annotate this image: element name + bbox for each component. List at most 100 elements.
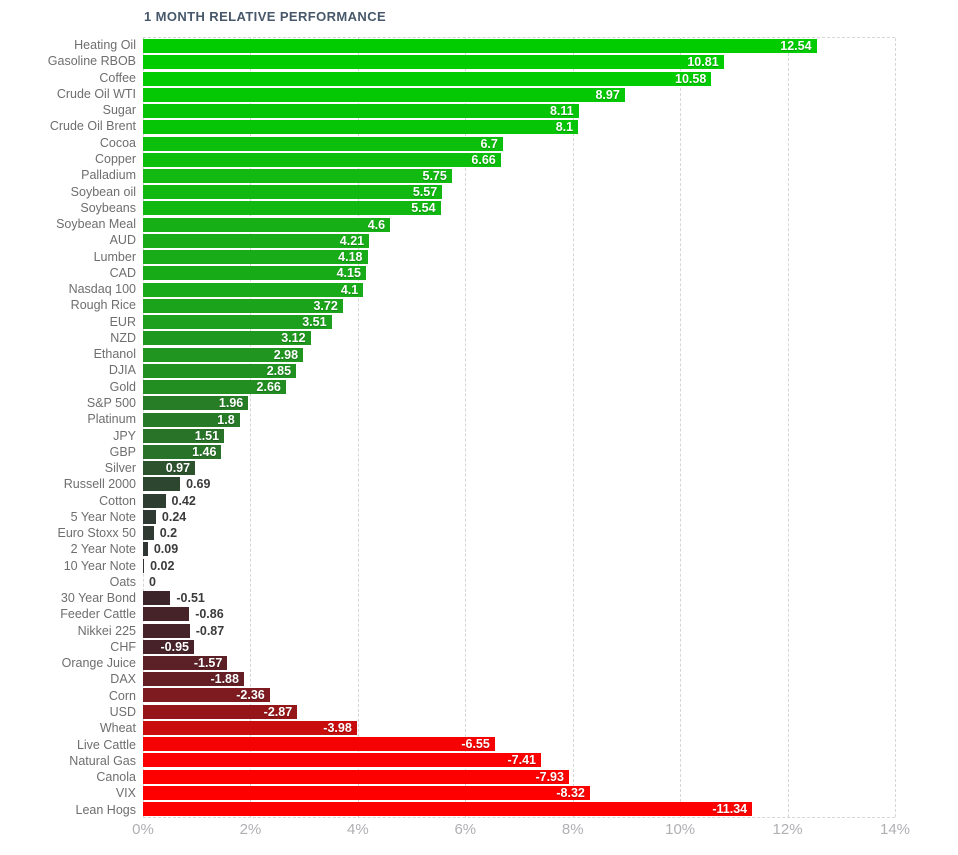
bar-row: -7.41 xyxy=(143,752,895,768)
value-label: 0.2 xyxy=(159,526,178,541)
value-label: -7.93 xyxy=(535,769,564,784)
plot-area: 12.54 10.81 10.58 8.97 8.11 8.1 6.7 6.66 5.75 5.5… xyxy=(143,37,896,818)
bar: 2.66 xyxy=(143,380,286,395)
bar-track: 1.8 xyxy=(143,411,895,427)
bar-track: -1.88 xyxy=(143,671,895,687)
bar-track: 1.51 xyxy=(143,428,895,444)
bar-track: 6.66 xyxy=(143,152,895,168)
bar-track: 8.97 xyxy=(143,87,895,103)
value-label: 8.11 xyxy=(549,104,574,119)
category-label: 30 Year Bond xyxy=(60,591,136,606)
value-label: 12.54 xyxy=(780,39,812,54)
bar-track: 1.46 xyxy=(143,444,895,460)
gridline xyxy=(465,38,467,817)
category-label: Gold xyxy=(109,379,136,394)
category-label: Lean Hogs xyxy=(75,802,136,817)
bar-row: 10.58 xyxy=(143,70,895,86)
bar-row: 4.21 xyxy=(143,233,895,249)
bar: 4.15 xyxy=(143,266,366,281)
bar-row: 0.02 xyxy=(143,558,895,574)
bar-row: 4.18 xyxy=(143,249,895,265)
value-label: -3.98 xyxy=(323,720,352,735)
bar: 6.7 xyxy=(143,136,503,151)
bar: -2.87 xyxy=(143,704,298,719)
bar xyxy=(143,607,190,622)
bar-row: 0.42 xyxy=(143,493,895,509)
category-label: Rough Rice xyxy=(70,298,136,313)
bar-row: 6.66 xyxy=(143,152,895,168)
value-label: 10.58 xyxy=(675,71,707,86)
bar: 3.72 xyxy=(143,298,343,313)
value-label: 3.12 xyxy=(281,331,306,346)
bar-track: -0.87 xyxy=(143,622,895,638)
gridline xyxy=(680,38,682,817)
bar-track: 3.51 xyxy=(143,314,895,330)
bar-row: 4.1 xyxy=(143,282,895,298)
bar-track: -11.34 xyxy=(143,801,895,817)
bar-track: 4.21 xyxy=(143,233,895,249)
bar: 2.85 xyxy=(143,363,297,378)
bar-track: -7.93 xyxy=(143,769,895,785)
category-label: Orange Juice xyxy=(61,656,136,671)
bar-row: 5.57 xyxy=(143,184,895,200)
value-label: 0 xyxy=(149,574,156,589)
bar-track: 5.75 xyxy=(143,168,895,184)
category-label: DJIA xyxy=(108,363,136,378)
x-axis-tick-label: 2% xyxy=(239,821,262,838)
x-axis-tick-label: 8% xyxy=(561,821,584,838)
value-label: 2.98 xyxy=(273,347,299,362)
gridline xyxy=(143,38,144,817)
value-label: -1.57 xyxy=(193,656,223,671)
value-label: 0.97 xyxy=(165,461,191,476)
bar-track: 1.96 xyxy=(143,395,895,411)
value-label: 0.09 xyxy=(153,542,179,557)
value-label: 1.96 xyxy=(218,396,244,411)
bar-row: 0.24 xyxy=(143,509,895,525)
chart-title: 1 MONTH RELATIVE PERFORMANCE xyxy=(144,9,387,24)
bar: -11.34 xyxy=(143,802,753,817)
category-label: Lumber xyxy=(93,249,136,264)
bar-track: -2.87 xyxy=(143,704,895,720)
bar: -1.88 xyxy=(143,672,244,687)
bar-track: 8.11 xyxy=(143,103,895,119)
bar: 8.1 xyxy=(143,120,579,135)
value-label: 5.54 xyxy=(411,201,436,216)
bar: 3.51 xyxy=(143,315,332,330)
category-label: DAX xyxy=(110,672,136,687)
bar-rows: 12.54 10.81 10.58 8.97 8.11 8.1 6.7 6.66 5.75 5.5… xyxy=(143,38,895,817)
category-label: NZD xyxy=(110,330,136,345)
category-label: Wheat xyxy=(99,721,136,736)
value-label: 0.24 xyxy=(161,509,187,524)
bar-track: 2.66 xyxy=(143,379,895,395)
category-label: Silver xyxy=(104,461,136,476)
category-label: Feeder Cattle xyxy=(60,607,136,622)
value-label: -8.32 xyxy=(556,785,585,800)
bar-row: 4.6 xyxy=(143,217,895,233)
category-label: Canola xyxy=(96,770,136,785)
category-label: Sugar xyxy=(102,103,136,118)
category-label: Russell 2000 xyxy=(63,477,136,492)
bar-row: -3.98 xyxy=(143,720,895,736)
gridline xyxy=(787,38,789,817)
value-label: 10.81 xyxy=(687,55,719,70)
category-label: Cotton xyxy=(99,493,136,508)
category-label: S&P 500 xyxy=(86,395,136,410)
category-label: Coffee xyxy=(99,70,136,85)
bar-row: -0.87 xyxy=(143,622,895,638)
category-label: Live Cattle xyxy=(76,737,136,752)
bar: 0.97 xyxy=(143,461,196,476)
bar-track: 0.09 xyxy=(143,541,895,557)
bar-row: -0.95 xyxy=(143,639,895,655)
bar-track: -3.98 xyxy=(143,720,895,736)
bar: 5.75 xyxy=(143,168,452,183)
bar-row: 0.97 xyxy=(143,460,895,476)
value-label: -0.95 xyxy=(160,639,190,654)
bar: 4.6 xyxy=(143,217,391,232)
category-label: CHF xyxy=(110,639,136,654)
category-label: Crude Oil WTI xyxy=(56,86,136,101)
bar-row: 2.66 xyxy=(143,379,895,395)
category-label: AUD xyxy=(109,233,136,248)
bar-row: -1.57 xyxy=(143,655,895,671)
category-label: Euro Stoxx 50 xyxy=(57,526,136,541)
bar-track: 3.72 xyxy=(143,298,895,314)
